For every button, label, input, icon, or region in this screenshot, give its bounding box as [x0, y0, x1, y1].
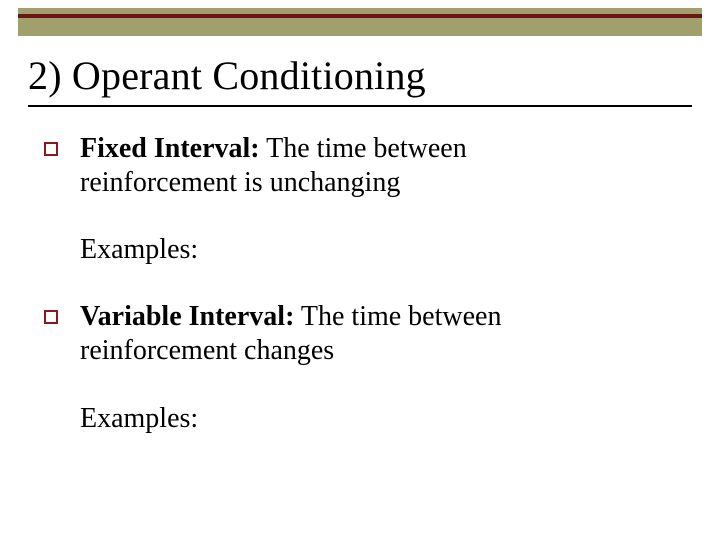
square-bullet-icon — [44, 142, 58, 156]
square-bullet-icon — [44, 310, 58, 324]
item-text: Fixed Interval: The time between reinfor… — [80, 132, 467, 200]
header-banner — [18, 8, 702, 36]
bullet-item: Variable Interval: The time between rein… — [44, 300, 676, 368]
term: Variable Interval: — [80, 301, 294, 332]
definition-lead: The time between — [260, 133, 467, 164]
banner-bg — [18, 8, 702, 36]
banner-svg — [18, 8, 702, 36]
slide-title: 2) Operant Conditioning — [28, 52, 692, 107]
definition-lead: The time between — [294, 301, 501, 332]
examples-label: Examples: — [80, 234, 676, 266]
definition-rest: reinforcement changes — [80, 335, 334, 366]
definition-rest: reinforcement is unchanging — [80, 167, 400, 198]
banner-stripe — [18, 14, 702, 18]
item-text: Variable Interval: The time between rein… — [80, 300, 501, 368]
term: Fixed Interval: — [80, 133, 260, 164]
examples-label: Examples: — [80, 403, 676, 435]
bullet-item: Fixed Interval: The time between reinfor… — [44, 132, 676, 200]
slide: 2) Operant Conditioning Fixed Interval: … — [0, 0, 720, 540]
slide-body: Fixed Interval: The time between reinfor… — [44, 132, 676, 469]
